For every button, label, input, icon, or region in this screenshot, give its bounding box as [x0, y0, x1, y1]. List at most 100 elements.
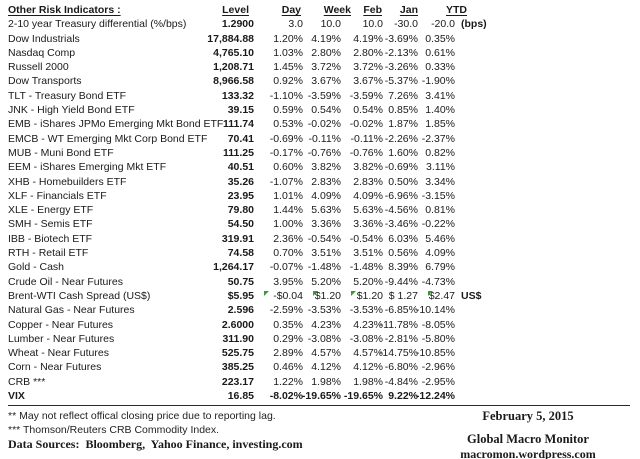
jan-change-value: 0.85% — [388, 104, 418, 117]
indicator-label: EEM - iShares Emerging Mkt ETF — [8, 161, 167, 174]
day-change-value: 3.0 — [288, 18, 303, 31]
footnote-reporting-lag: ** May not reflect offical closing price… — [8, 410, 276, 422]
feb-change-value: 2.83% — [353, 175, 383, 188]
data-sources-line: Data Sources: Bloomberg, Yahoo Finance, … — [8, 437, 303, 451]
ytd-change-value: -12.24% — [415, 390, 455, 403]
day-change-value: 1.03% — [273, 46, 303, 59]
ytd-change-value: 0.33% — [425, 61, 455, 74]
day-change-value: 1.45% — [273, 61, 303, 74]
week-change-value: 4.57% — [311, 347, 341, 360]
level-value: 1,208.71 — [213, 61, 254, 74]
week-change-value: 5.63% — [311, 204, 341, 217]
ytd-change-value: 4.09% — [425, 247, 455, 260]
feb-change-value: 2.80% — [353, 46, 383, 59]
feb-change-value: 1.98% — [353, 375, 383, 388]
jan-change-value: 0.56% — [388, 247, 418, 260]
table-row: Dow Industrials 17,884.88 1.20% 4.19% 4.… — [8, 32, 521, 46]
jan-change-value: $ 1.27 — [388, 289, 418, 302]
indicator-label: Gold - Cash — [8, 261, 65, 274]
jan-change-value: 7.26% — [388, 89, 418, 102]
indicator-label: SMH - Semis ETF — [8, 218, 93, 231]
table-row: MUB - Muni Bond ETF 111.25 -0.17% -0.76%… — [8, 146, 521, 160]
indicator-label: XHB - Homebuilders ETF — [8, 175, 127, 188]
indicator-label: VIX — [8, 390, 25, 403]
week-change-value: 1.98% — [311, 375, 341, 388]
level-value: 74.58 — [227, 247, 254, 260]
report-date: February 5, 2015 — [482, 409, 574, 423]
week-change-value: 4.09% — [311, 189, 341, 202]
indicator-label: Wheat - Near Futures — [8, 347, 109, 360]
jan-change-value: 6.03% — [388, 232, 418, 245]
day-change-value: -0.07% — [269, 261, 303, 274]
level-value: 8,966.58 — [213, 75, 254, 88]
jan-change-value: 1.60% — [388, 146, 418, 159]
jan-change-value: -2.13% — [384, 46, 418, 59]
table-body: 2-10 year Treasury differential (%/bps) … — [8, 17, 521, 403]
week-change-value: -0.76% — [307, 146, 341, 159]
indicator-label: EMCB - WT Emerging Mkt Corp Bond ETF — [8, 132, 208, 145]
feb-change-value: 3.36% — [353, 218, 383, 231]
level-value: 50.75 — [227, 275, 254, 288]
week-change-value: 5.20% — [311, 275, 341, 288]
table-row: IBB - Biotech ETF 319.91 2.36% -0.54% -0… — [8, 232, 521, 246]
level-value: 319.91 — [221, 232, 254, 245]
level-value: 385.25 — [221, 361, 254, 374]
table-row: Nasdaq Comp 4,765.10 1.03% 2.80% 2.80% -… — [8, 46, 521, 60]
day-change-value: 0.70% — [273, 247, 303, 260]
ytd-change-value: 3.41% — [425, 89, 455, 102]
jan-change-value: -2.26% — [384, 132, 418, 145]
table-row: SMH - Semis ETF 54.50 1.00% 3.36% 3.36% … — [8, 217, 521, 231]
week-change-value: 4.23% — [311, 318, 341, 331]
level-value: 16.85 — [227, 390, 254, 403]
indicator-label: Crude Oil - Near Futures — [8, 275, 123, 288]
indicator-label: Brent-WTI Cash Spread (US$) — [8, 289, 151, 302]
day-change-value: -0.69% — [269, 132, 303, 145]
level-value: 1.2900 — [221, 18, 254, 31]
ytd-change-value: -2.95% — [421, 375, 455, 388]
ytd-change-value: -4.73% — [421, 275, 455, 288]
indicator-label: JNK - High Yield Bond ETF — [8, 104, 135, 117]
feb-change-value: -3.59% — [349, 89, 383, 102]
day-change-value: 1.44% — [273, 204, 303, 217]
week-change-value: -3.53% — [307, 304, 341, 317]
jan-change-value: -0.69% — [384, 161, 418, 174]
table-title: Other Risk Indicators : — [8, 4, 121, 16]
table-bottom-rule — [8, 405, 630, 406]
table-row: Crude Oil - Near Futures 50.75 3.95% 5.2… — [8, 275, 521, 289]
indicator-label: Corn - Near Futures — [8, 361, 102, 374]
footnote-crb-index: *** Thomson/Reuters CRB Commodity Index. — [8, 424, 220, 436]
indicator-label: TLT - Treasury Bond ETF — [8, 89, 127, 102]
table-row: Corn - Near Futures 385.25 0.46% 4.12% 4… — [8, 360, 521, 374]
feb-change-value: -0.54% — [349, 232, 383, 245]
jan-change-value: -30.0 — [394, 18, 418, 31]
unit-suffix: US$ — [461, 289, 482, 302]
column-header-level: Level — [222, 4, 249, 16]
level-value: 2.6000 — [221, 318, 254, 331]
table-row: EEM - iShares Emerging Mkt ETF 40.51 0.6… — [8, 160, 521, 174]
day-change-value: 0.60% — [273, 161, 303, 174]
table-row: Dow Transports 8,966.58 0.92% 3.67% 3.67… — [8, 74, 521, 88]
indicator-label: Dow Industrials — [8, 32, 80, 45]
ytd-change-value: -10.14% — [415, 304, 455, 317]
week-change-value: -0.54% — [307, 232, 341, 245]
feb-change-value: 4.12% — [353, 361, 383, 374]
feb-change-value: 3.51% — [353, 247, 383, 260]
ytd-change-value: 0.61% — [425, 46, 455, 59]
indicator-label: Lumber - Near Futures — [8, 332, 115, 345]
brand-url: macromon.wordpress.com — [460, 447, 596, 459]
brand-name: Global Macro Monitor — [467, 432, 589, 446]
table-row: RTH - Retail ETF 74.58 0.70% 3.51% 3.51%… — [8, 246, 521, 260]
indicator-label: Copper - Near Futures — [8, 318, 114, 331]
table-row: Brent-WTI Cash Spread (US$) $5.95 -$0.04… — [8, 289, 521, 303]
ytd-change-value: 0.82% — [425, 146, 455, 159]
jan-change-value: -3.26% — [384, 61, 418, 74]
ytd-change-value: -5.80% — [421, 332, 455, 345]
day-change-value: 0.53% — [273, 118, 303, 131]
table-row: Russell 2000 1,208.71 1.45% 3.72% 3.72% … — [8, 60, 521, 74]
feb-change-value: 4.19% — [353, 32, 383, 45]
feb-change-value: -0.76% — [349, 146, 383, 159]
level-value: 525.75 — [221, 347, 254, 360]
ytd-change-value: 0.81% — [425, 204, 455, 217]
day-change-value: -0.17% — [269, 146, 303, 159]
jan-change-value: -3.46% — [384, 218, 418, 231]
